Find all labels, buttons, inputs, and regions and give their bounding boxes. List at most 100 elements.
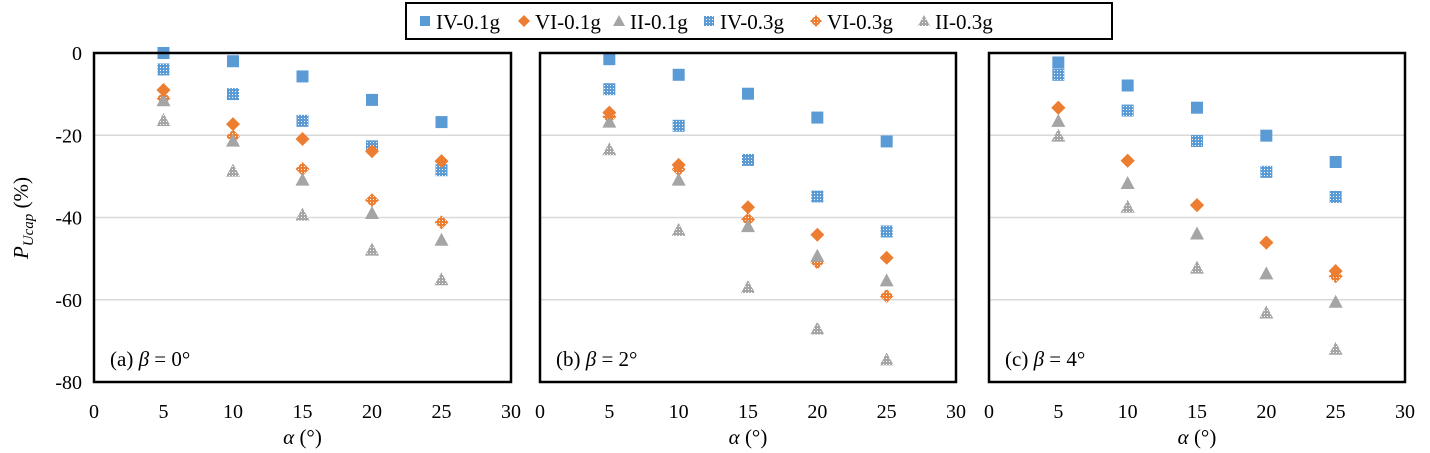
y-axis-label: PUcap (%) (9, 177, 37, 260)
legend-entry-ii-0-1g: II-0.1g (613, 10, 688, 34)
x-axis-label: α (°) (729, 425, 768, 449)
series-iv-0-3g (603, 83, 893, 238)
legend-marker-iv-0-3g (704, 16, 714, 26)
series-vi-0-1g (602, 105, 894, 265)
panel-label: (b) β = 2° (556, 347, 637, 371)
x-tick-label: 25 (1326, 401, 1346, 423)
data-point-iv-0-1g (1052, 56, 1065, 69)
data-point-vi-0-1g (365, 144, 379, 159)
x-tick-label: 30 (946, 401, 966, 423)
data-point-iv-0-3g (811, 190, 824, 203)
data-point-ii-0-1g (1190, 226, 1204, 240)
legend-marker-vi-0-3g (810, 15, 822, 27)
legend-label: VI-0.1g (535, 10, 601, 34)
data-point-ii-0-1g (810, 248, 825, 262)
data-point-iv-0-1g (1260, 129, 1273, 142)
data-point-iv-0-1g (296, 70, 309, 83)
series-vi-0-3g (1051, 100, 1343, 284)
data-point-vi-0-3g (365, 193, 379, 208)
data-point-iv-0-1g (227, 55, 239, 68)
data-point-iv-0-1g (880, 135, 893, 148)
x-tick-label: 5 (1053, 401, 1063, 423)
x-tick-label: 15 (293, 401, 313, 423)
x-tick-label: 15 (1187, 401, 1207, 423)
y-tick-label: -20 (55, 125, 82, 147)
series-ii-0-3g (156, 113, 449, 286)
x-tick-label: 20 (1256, 401, 1276, 423)
data-point-iv-0-3g (1329, 190, 1342, 203)
x-tick-label: 30 (1395, 401, 1415, 423)
data-point-iv-0-1g (1329, 155, 1342, 168)
data-point-ii-0-1g (741, 219, 755, 233)
data-point-iv-0-1g (1121, 79, 1134, 92)
y-tick-label: -40 (55, 208, 82, 230)
x-tick-label: 10 (223, 401, 243, 423)
legend-label: II-0.3g (935, 10, 993, 34)
x-tick-label: 30 (501, 401, 521, 423)
data-point-ii-0-1g (1051, 113, 1066, 127)
data-point-ii-0-1g (671, 172, 686, 186)
data-point-ii-0-3g (295, 207, 310, 221)
data-point-ii-0-1g (1328, 294, 1343, 308)
data-point-ii-0-1g (1259, 266, 1274, 280)
data-point-ii-0-3g (602, 142, 617, 156)
data-point-iv-0-1g (811, 111, 824, 124)
y-tick-label: -60 (55, 290, 82, 312)
data-point-iv-0-3g (435, 164, 448, 177)
series-iv-0-1g (603, 53, 893, 148)
data-point-iv-0-3g (603, 83, 616, 96)
data-point-ii-0-3g (1190, 260, 1204, 274)
x-axis-label: α (°) (283, 425, 322, 449)
x-tick-label: 10 (669, 401, 689, 423)
data-point-ii-0-3g (156, 113, 171, 127)
panel-label: (c) β = 4° (1005, 347, 1085, 371)
data-point-iv-0-3g (157, 63, 170, 76)
data-point-iv-0-1g (672, 68, 685, 81)
x-tick-label: 20 (362, 401, 382, 423)
data-point-iv-0-3g (880, 225, 893, 238)
data-point-vi-0-1g (741, 200, 755, 215)
x-tick-label: 0 (535, 401, 545, 423)
data-point-iv-0-1g (366, 93, 378, 106)
series-iv-0-3g (1052, 68, 1342, 203)
data-point-ii-0-3g (226, 163, 240, 177)
x-tick-label: 5 (159, 401, 169, 423)
legend-label: II-0.1g (630, 10, 688, 34)
data-point-iv-0-3g (1121, 104, 1134, 117)
data-point-iv-0-3g (742, 153, 754, 166)
x-tick-label: 5 (604, 401, 614, 423)
data-point-vi-0-1g (671, 157, 686, 172)
data-point-ii-0-1g (879, 273, 894, 287)
data-point-ii-0-3g (671, 222, 686, 236)
data-point-ii-0-1g (226, 133, 240, 147)
panel-label: (a) β = 0° (110, 347, 190, 371)
legend-marker-vi-0-1g (518, 15, 530, 27)
legend-marker-ii-0-3g (918, 15, 930, 26)
data-point-ii-0-1g (1120, 175, 1135, 189)
series-iv-0-1g (157, 47, 448, 129)
data-point-ii-0-1g (602, 114, 617, 128)
legend-marker-ii-0-1g (613, 15, 625, 26)
series-iv-0-1g (1052, 56, 1342, 168)
legend-entry-iv-0-3g: IV-0.3g (704, 10, 784, 34)
data-point-vi-0-1g (1328, 263, 1343, 278)
data-point-vi-0-1g (1190, 198, 1204, 213)
data-point-vi-0-3g (434, 215, 449, 230)
data-point-vi-0-1g (1259, 235, 1274, 250)
x-tick-label: 15 (738, 401, 758, 423)
data-point-iv-0-3g (672, 119, 685, 132)
x-tick-label: 0 (89, 401, 99, 423)
data-point-vi-0-1g (1120, 153, 1135, 168)
legend-label: IV-0.1g (436, 10, 500, 34)
legend-entry-vi-0-3g: VI-0.3g (810, 10, 893, 34)
y-tick-label: 0 (72, 43, 82, 65)
data-point-iv-0-3g (1191, 135, 1203, 148)
data-point-iv-0-1g (1191, 101, 1203, 114)
x-tick-label: 20 (807, 401, 827, 423)
series-ii-0-3g (1051, 128, 1343, 355)
data-point-ii-0-3g (1120, 199, 1135, 213)
data-point-iv-0-1g (603, 53, 616, 66)
data-point-ii-0-1g (295, 172, 310, 186)
series-ii-0-1g (156, 93, 449, 246)
